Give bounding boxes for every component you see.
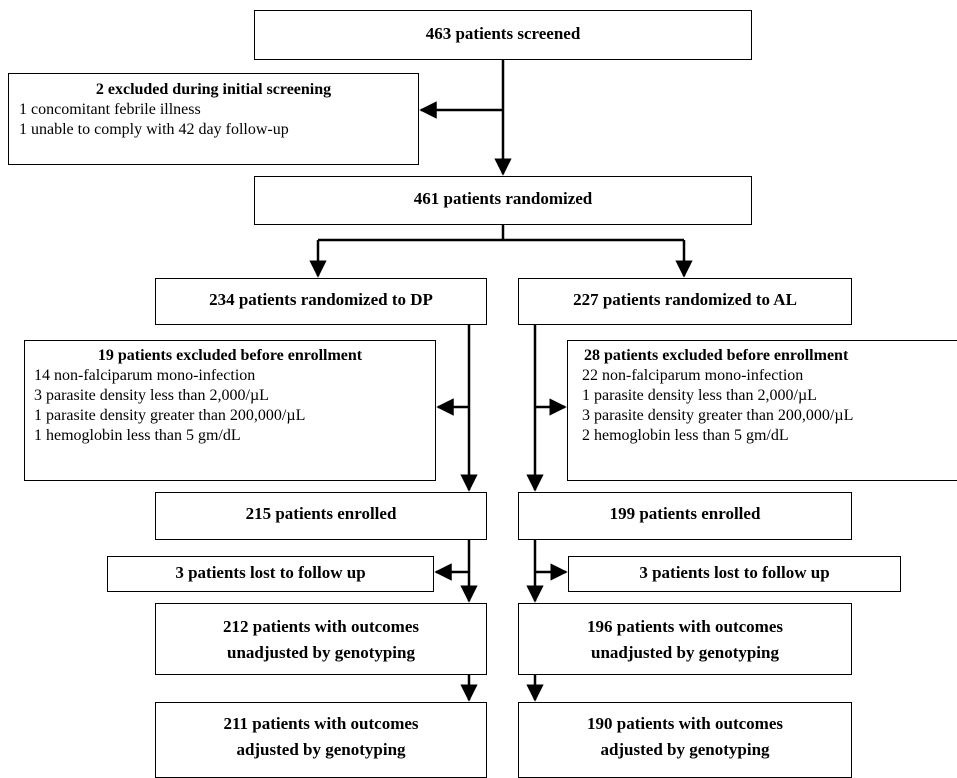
excluded-initial-box: 2 excluded during initial screening 1 co…: [8, 73, 419, 165]
dp-excluded-box: 19 patients excluded before enrollment 1…: [24, 340, 436, 481]
al-adjusted-line: 190 patients with outcomes: [587, 714, 783, 733]
al-excluded-line: 3 parasite density greater than 200,000/…: [582, 407, 854, 424]
dp-excluded-line: 1 hemoglobin less than 5 gm/dL: [34, 427, 241, 444]
al-excluded-box: 28 patients excluded before enrollment 2…: [567, 340, 957, 481]
dp-randomized-box: 234 patients randomized to DP: [155, 278, 487, 325]
screened-box: 463 patients screened: [254, 10, 752, 60]
al-unadjusted-line: 196 patients with outcomes: [587, 617, 783, 636]
al-unadjusted-line: unadjusted by genotyping: [590, 643, 779, 662]
al-randomized-box: 227 patients randomized to AL: [518, 278, 852, 325]
dp-unadjusted-line: unadjusted by genotyping: [226, 643, 415, 662]
al-randomized-label: 227 patients randomized to AL: [573, 290, 797, 309]
dp-unadjusted-box: 212 patients with outcomes unadjusted by…: [155, 603, 487, 675]
dp-lost-box: 3 patients lost to follow up: [107, 556, 434, 592]
al-adjusted-box: 190 patients with outcomes adjusted by g…: [518, 702, 852, 778]
al-excluded-line: 22 non-falciparum mono-infection: [582, 367, 804, 384]
dp-excluded-line: 1 parasite density greater than 200,000/…: [34, 407, 306, 424]
dp-randomized-label: 234 patients randomized to DP: [209, 290, 433, 309]
dp-enrolled-label: 215 patients enrolled: [245, 504, 397, 523]
dp-adjusted-line: adjusted by genotyping: [236, 740, 406, 759]
dp-excluded-line: 14 non-falciparum mono-infection: [34, 367, 256, 384]
excluded-initial-line: 1 unable to comply with 42 day follow-up: [19, 121, 289, 138]
al-excluded-title: 28 patients excluded before enrollment: [584, 347, 849, 364]
randomized-box: 461 patients randomized: [254, 176, 752, 225]
dp-unadjusted-line: 212 patients with outcomes: [223, 617, 419, 636]
dp-adjusted-line: 211 patients with outcomes: [223, 714, 419, 733]
al-excluded-line: 1 parasite density less than 2,000/µL: [582, 387, 817, 404]
randomized-label: 461 patients randomized: [413, 189, 593, 208]
al-lost-box: 3 patients lost to follow up: [568, 556, 901, 592]
al-adjusted-line: adjusted by genotyping: [600, 740, 770, 759]
dp-lost-label: 3 patients lost to follow up: [175, 563, 366, 582]
dp-excluded-line: 3 parasite density less than 2,000/µL: [34, 387, 269, 404]
excluded-initial-line: 1 concomitant febrile illness: [19, 101, 201, 118]
al-lost-label: 3 patients lost to follow up: [639, 563, 830, 582]
al-excluded-line: 2 hemoglobin less than 5 gm/dL: [582, 427, 789, 444]
excluded-initial-title: 2 excluded during initial screening: [95, 81, 332, 98]
dp-enrolled-box: 215 patients enrolled: [155, 492, 487, 540]
screened-label: 463 patients screened: [425, 24, 581, 43]
al-enrolled-box: 199 patients enrolled: [518, 492, 852, 540]
al-unadjusted-box: 196 patients with outcomes unadjusted by…: [518, 603, 852, 675]
al-enrolled-label: 199 patients enrolled: [609, 504, 761, 523]
dp-excluded-title: 19 patients excluded before enrollment: [97, 347, 363, 364]
dp-adjusted-box: 211 patients with outcomes adjusted by g…: [155, 702, 487, 778]
